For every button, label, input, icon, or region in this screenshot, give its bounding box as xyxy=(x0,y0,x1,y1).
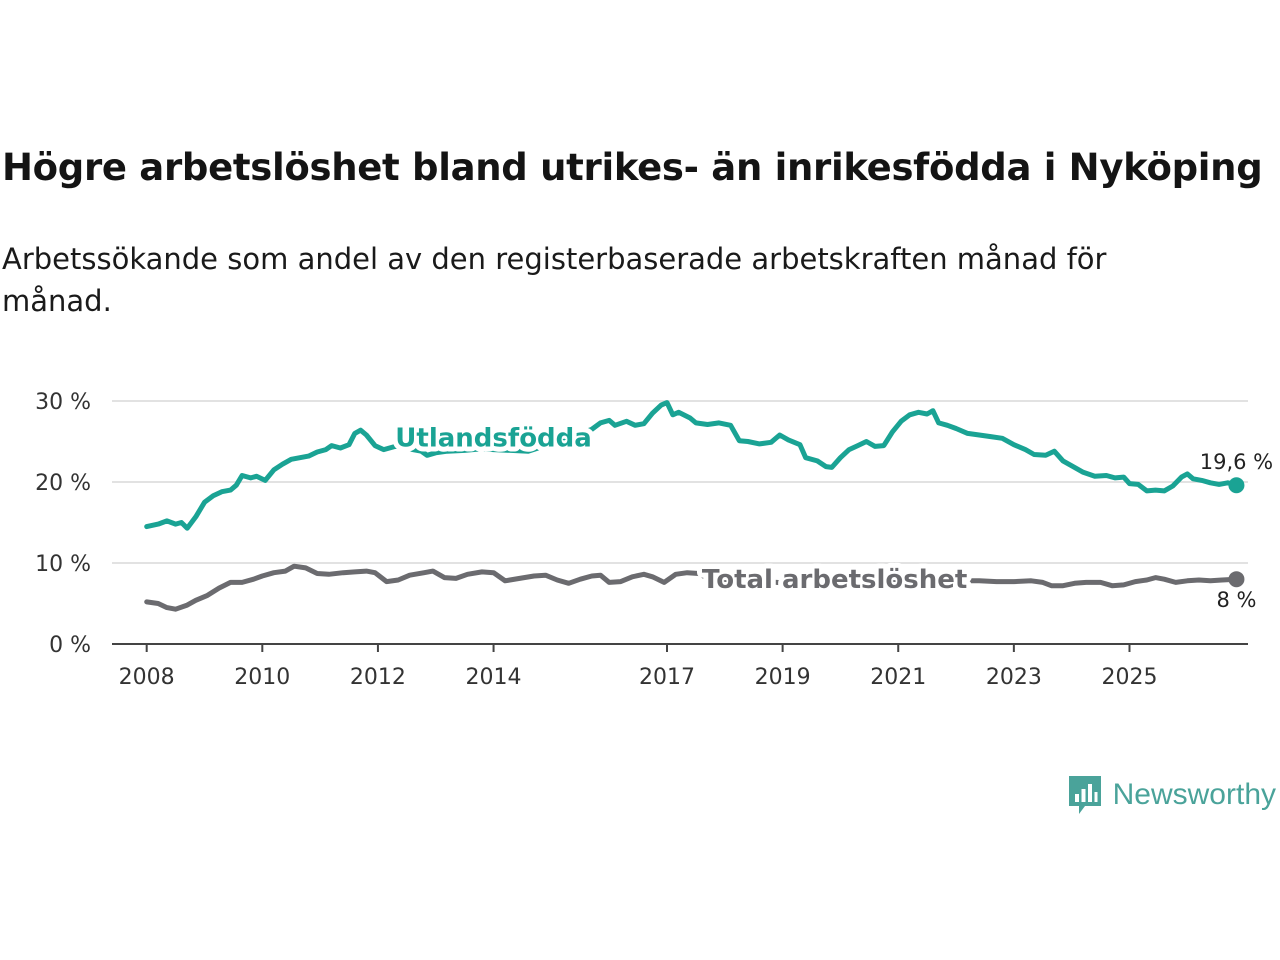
line-chart: 0 % 10 % 20 % 30 % 2008 2010 2012 2014 2017 2019… xyxy=(35,390,1276,690)
series-line-total xyxy=(144,563,1239,612)
series-line-utlandsfodda xyxy=(144,400,1239,531)
x-tick-label: 2008 xyxy=(119,665,175,690)
chart-title: Högre arbetslöshet bland utrikes- än inr… xyxy=(2,146,1263,189)
series-label: Utlandsfödda xyxy=(395,423,592,453)
x-tick-label: 2025 xyxy=(1101,665,1157,690)
series-label: Total arbetslöshet xyxy=(702,565,967,595)
y-tick-label: 20 % xyxy=(35,471,91,496)
end-point-total xyxy=(1228,571,1245,588)
end-value-label: 8 % xyxy=(1216,588,1256,612)
brand-name: Newsworthy xyxy=(1112,778,1276,811)
y-tick-label: 0 % xyxy=(49,633,91,658)
gridlines xyxy=(112,400,1248,564)
end-value-label: 19,6 % xyxy=(1200,450,1273,474)
x-tick-label: 2014 xyxy=(466,665,522,690)
y-tick-label: 30 % xyxy=(35,390,91,415)
series-lines xyxy=(144,400,1245,612)
x-tick-label: 2021 xyxy=(870,665,926,690)
end-point-utlandsfodda xyxy=(1228,477,1245,494)
x-tick-label: 2019 xyxy=(755,665,811,690)
x-tick-label: 2012 xyxy=(350,665,406,690)
brand-logo: Newsworthy xyxy=(1067,774,1276,816)
chart-subtitle: Arbetssökande som andel av den registerb… xyxy=(2,242,1107,318)
y-tick-label: 10 % xyxy=(35,552,91,577)
x-tick-label: 2023 xyxy=(986,665,1042,690)
newsworthy-logo-icon xyxy=(1068,776,1101,814)
y-axis: 0 % 10 % 20 % 30 % xyxy=(35,390,91,658)
x-axis: 2008 2010 2012 2014 2017 2019 2021 2023 2025 xyxy=(112,643,1248,690)
series-labels: 19,6 % 8 % Utlandsfödda Total arbetslöshet xyxy=(390,418,1275,614)
x-tick-label: 2017 xyxy=(639,665,695,690)
x-tick-label: 2010 xyxy=(234,665,290,690)
